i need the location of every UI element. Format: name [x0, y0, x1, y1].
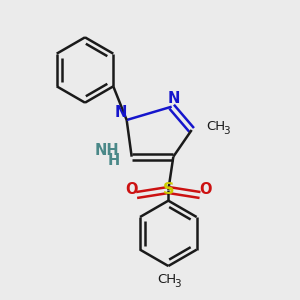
- Text: H: H: [107, 153, 119, 168]
- Text: 3: 3: [174, 279, 181, 289]
- Text: O: O: [199, 182, 211, 197]
- Text: CH: CH: [206, 120, 225, 133]
- Text: N: N: [115, 105, 127, 120]
- Text: S: S: [163, 182, 175, 197]
- Text: CH: CH: [157, 273, 176, 286]
- Text: O: O: [125, 182, 138, 197]
- Text: 3: 3: [224, 126, 230, 136]
- Text: NH: NH: [94, 143, 119, 158]
- Text: N: N: [167, 91, 179, 106]
